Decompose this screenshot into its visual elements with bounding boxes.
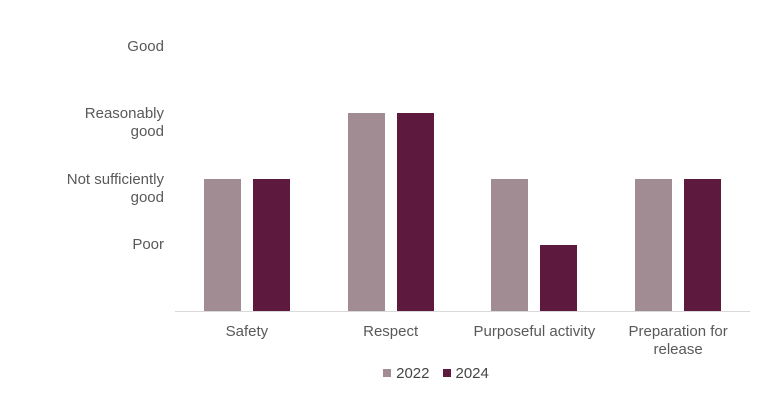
x-category-label-purposeful-activity: Purposeful activity (473, 323, 596, 340)
y-tick-label-not-sufficiently-good: Not sufficiently good (66, 171, 164, 206)
x-axis-line (175, 311, 750, 312)
y-tick-label-good: Good (127, 38, 164, 55)
legend-item-2024: 2024 (442, 364, 489, 382)
bar-safety-2022 (203, 179, 241, 311)
bar-purposeful-activity-2022 (491, 179, 529, 311)
bar-preparation-for-release-2022 (635, 179, 673, 311)
bar-purposeful-activity-2024 (540, 245, 578, 311)
legend: 2022 2024 (104, 364, 768, 382)
legend-label: 2024 (455, 364, 489, 382)
legend-swatch-icon (442, 369, 451, 377)
bar-safety-2024 (252, 179, 290, 311)
x-category-label-respect: Respect (363, 323, 419, 340)
bar-respect-2022 (347, 113, 385, 311)
x-category-label-preparation-for-release: Preparation for release (628, 323, 728, 358)
bar-preparation-for-release-2024 (684, 179, 722, 311)
x-category-label-safety: Safety (225, 323, 269, 340)
legend-swatch-icon (383, 369, 392, 377)
y-tick-label-reasonably-good: Reasonably good (84, 105, 164, 140)
legend-item-2022: 2022 (383, 364, 430, 382)
legend-label: 2022 (396, 364, 430, 382)
y-tick-label-poor: Poor (132, 236, 164, 253)
bar-respect-2024 (396, 113, 434, 311)
